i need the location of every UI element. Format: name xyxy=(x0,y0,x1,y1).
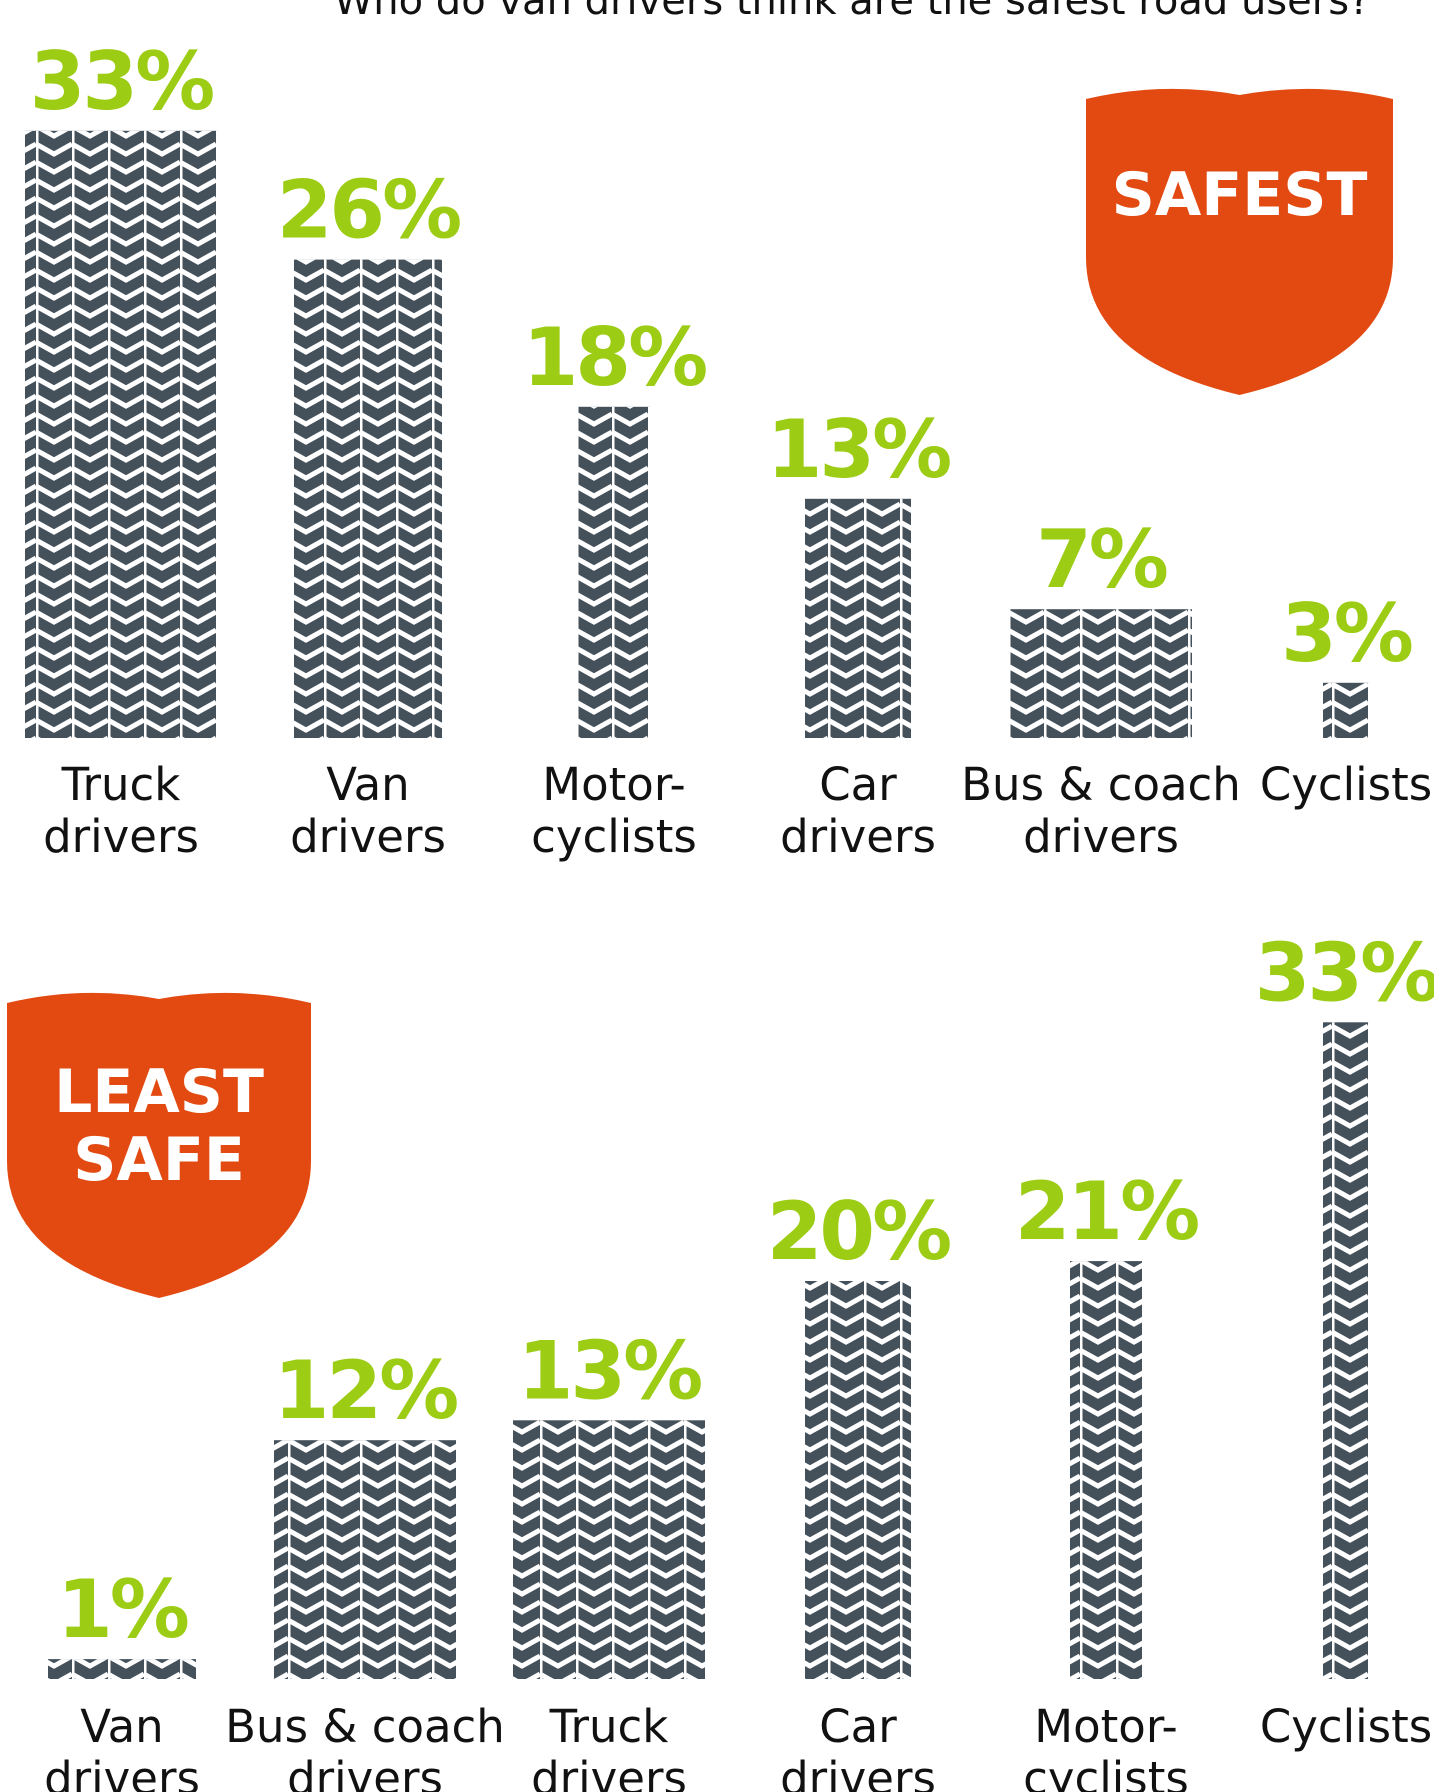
value-label: 13% xyxy=(518,1324,701,1417)
tire-bar xyxy=(513,1420,705,1679)
tire-bar xyxy=(805,499,911,738)
tire-bar xyxy=(578,407,650,738)
value-label: 7% xyxy=(1036,513,1167,606)
category-label: Cyclists xyxy=(1260,758,1432,811)
tire-bar xyxy=(1010,609,1192,738)
tread-pattern xyxy=(578,407,650,738)
tread-pattern xyxy=(805,1281,911,1679)
tire-bar xyxy=(48,1659,196,1679)
category-label: Motor-cyclists xyxy=(1023,1700,1189,1792)
badge-text: SAFEST xyxy=(1112,160,1368,230)
tire-bar xyxy=(1323,1022,1369,1679)
page-title: Who do van drivers think are the safest … xyxy=(334,0,1371,24)
infographic: Who do van drivers think are the safest … xyxy=(0,0,1434,1792)
tread-pattern xyxy=(1070,1261,1142,1679)
tread-pattern xyxy=(294,260,442,738)
category-label: Cyclists xyxy=(1260,1700,1432,1753)
value-label: 12% xyxy=(274,1344,457,1437)
tread-pattern xyxy=(1010,609,1192,738)
tire-bar xyxy=(25,131,217,738)
tread-pattern xyxy=(274,1440,456,1679)
value-label: 20% xyxy=(767,1185,950,1278)
tread-pattern xyxy=(805,499,911,738)
page: Who do van drivers think are the safest … xyxy=(0,0,1434,1792)
value-label: 26% xyxy=(277,164,460,257)
tread-pattern xyxy=(48,1659,196,1679)
badge-shield xyxy=(1086,89,1393,395)
value-label: 18% xyxy=(523,311,706,404)
tire-bar xyxy=(805,1281,911,1679)
tire-bar xyxy=(294,260,442,738)
tire-bar xyxy=(1323,683,1369,738)
tread-pattern xyxy=(25,131,217,738)
value-label: 21% xyxy=(1015,1165,1198,1258)
tread-pattern xyxy=(1323,683,1369,738)
tread-pattern xyxy=(1323,1022,1369,1679)
value-label: 33% xyxy=(30,35,213,128)
value-label: 33% xyxy=(1255,926,1434,1019)
tread-pattern xyxy=(513,1420,705,1679)
tire-bar xyxy=(274,1440,456,1679)
value-label: 1% xyxy=(57,1563,188,1656)
category-label: Motor-cyclists xyxy=(531,758,697,863)
value-label: 3% xyxy=(1281,587,1412,680)
tire-bar xyxy=(1070,1261,1142,1679)
value-label: 13% xyxy=(767,403,950,496)
